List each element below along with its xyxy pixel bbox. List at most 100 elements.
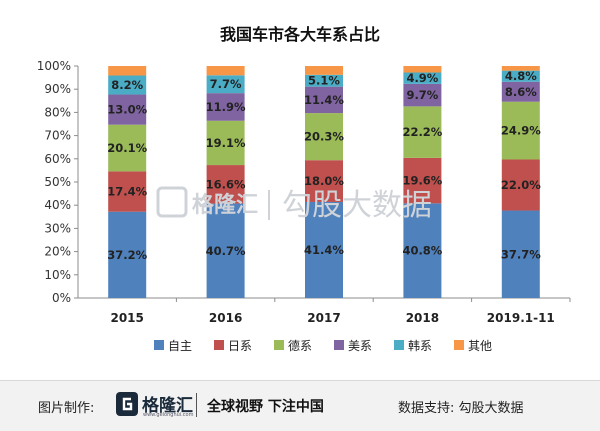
watermark-divider (268, 190, 270, 220)
y-tick-label: 90% (44, 82, 71, 96)
bar-segment (403, 83, 442, 107)
y-tick-label: 50% (44, 175, 71, 189)
footer-slogan: 全球视野 下注中国 (207, 399, 324, 415)
x-category-label: 2015 (110, 311, 143, 325)
legend-swatch (274, 340, 284, 350)
watermark-text: 勾股大数据 (282, 188, 432, 223)
segment-data-label: 19.1% (206, 136, 246, 150)
segment-data-label: 4.9% (406, 71, 438, 85)
segment-labels: 37.2% 17.4% 20.1% 13.0% 8.2% 40.7% 16.6% 19.1% 1… (107, 69, 541, 262)
legend-swatch (334, 340, 344, 350)
footer-divider (196, 393, 197, 417)
bar-segment (305, 86, 343, 114)
y-tick-label: 60% (44, 152, 71, 166)
legend-swatch (214, 340, 224, 350)
bar-segment (305, 74, 343, 87)
bar-segment (206, 93, 245, 121)
bar-segment (305, 201, 343, 298)
segment-data-label: 7.7% (210, 77, 242, 91)
legend-label: 韩系 (408, 338, 432, 353)
bar-segment (501, 210, 540, 298)
segment-data-label: 11.9% (206, 100, 246, 114)
bar-segment (501, 101, 540, 160)
bar-segment (206, 66, 245, 76)
chart-area: 我国车市各大车系占比 0% 10% 20% 30% 40% 50% 60% 70% 80% 90%… (0, 0, 600, 380)
bar-segment (501, 66, 540, 71)
bar-segment (403, 66, 442, 73)
segment-data-label: 22.2% (402, 125, 442, 139)
chart-title: 我国车市各大车系占比 (220, 25, 380, 44)
bar-segment (501, 70, 540, 82)
footer-logo-url: www.gelonghui.com (143, 412, 194, 418)
bar-segment (403, 203, 442, 298)
bar-segment (305, 160, 343, 202)
bar-segment (403, 72, 442, 84)
bar-segment (206, 75, 245, 94)
bar-segment (501, 159, 540, 211)
segment-data-label: 8.6% (505, 85, 537, 99)
y-tick-label: 10% (44, 268, 71, 282)
segment-data-label: 37.2% (107, 248, 147, 262)
segment-data-label: 4.8% (505, 69, 537, 83)
segment-data-label: 37.7% (501, 247, 541, 261)
segment-data-label: 11.4% (304, 93, 344, 107)
legend-label: 美系 (348, 339, 372, 353)
y-tick-label: 40% (44, 198, 71, 212)
bar-segment (108, 75, 147, 95)
segment-data-label: 20.1% (107, 141, 147, 155)
footer: 图片制作: 格隆汇 www.gelonghui.com 全球视野 下注中国 数据… (0, 380, 600, 431)
footer-source: 数据支持: 勾股大数据 (398, 401, 524, 416)
x-category-label: 2019.1-11 (487, 311, 555, 325)
y-tick-label: 20% (44, 245, 71, 259)
x-category-label: 2017 (307, 311, 340, 325)
bar-segment (108, 66, 147, 76)
bar-segment (206, 165, 245, 204)
bar-segment (108, 124, 147, 172)
segment-data-label: 20.3% (304, 130, 344, 144)
bar-segment (108, 171, 147, 212)
y-tick-label: 80% (44, 105, 71, 119)
legend-label: 日系 (228, 339, 252, 353)
segment-data-label: 22.0% (501, 178, 541, 192)
segment-data-label: 19.6% (402, 174, 442, 188)
axes: 0% 10% 20% 30% 40% 50% 60% 70% 80% 90% 100% 2015 201… (37, 59, 571, 325)
legend-swatch (154, 340, 164, 350)
bar-segment (206, 203, 245, 298)
x-category-label: 2018 (406, 311, 439, 325)
legend: 自主 日系 德系 美系 韩系 其他 (154, 338, 492, 353)
stacked-bar-chart: 我国车市各大车系占比 0% 10% 20% 30% 40% 50% 60% 70% 80% 90%… (37, 25, 571, 353)
bar-segment (403, 157, 442, 204)
segment-data-label: 40.8% (402, 244, 442, 258)
bar-segment (108, 94, 147, 125)
legend-swatch (394, 340, 404, 350)
y-tick-label: 100% (37, 59, 71, 73)
segment-data-label: 17.4% (107, 185, 147, 199)
footer-credit: 图片制作: (38, 401, 95, 416)
watermark-logo-text: 格隆汇 (192, 192, 258, 218)
bar-segment (305, 66, 343, 75)
segment-data-label: 16.6% (206, 177, 246, 191)
segment-data-label: 13.0% (107, 103, 147, 117)
segment-data-label: 18.0% (304, 174, 344, 188)
watermark: 格隆汇 勾股大数据 (156, 186, 432, 223)
watermark-logo-icon (156, 186, 188, 218)
segment-data-label: 5.1% (308, 74, 340, 88)
gelonghui-logo-icon (116, 392, 138, 416)
legend-label: 自主 (168, 339, 192, 353)
x-category-label: 2016 (209, 311, 242, 325)
legend-swatch (454, 340, 464, 350)
segment-data-label: 40.7% (206, 244, 246, 258)
bar-segment (108, 211, 147, 298)
bar-segment (206, 120, 245, 166)
legend-label: 德系 (288, 338, 312, 353)
legend-label: 其他 (468, 339, 492, 353)
footer-logo-text: 格隆汇 (142, 396, 193, 416)
segment-data-label: 8.2% (111, 78, 143, 92)
bar-segment (403, 106, 442, 158)
y-tick-label: 70% (44, 129, 71, 143)
segment-data-label: 9.7% (406, 88, 438, 102)
segment-data-label: 24.9% (501, 124, 541, 138)
segment-data-label: 41.4% (304, 243, 344, 257)
bars (108, 66, 540, 298)
bar-segment (305, 113, 343, 161)
